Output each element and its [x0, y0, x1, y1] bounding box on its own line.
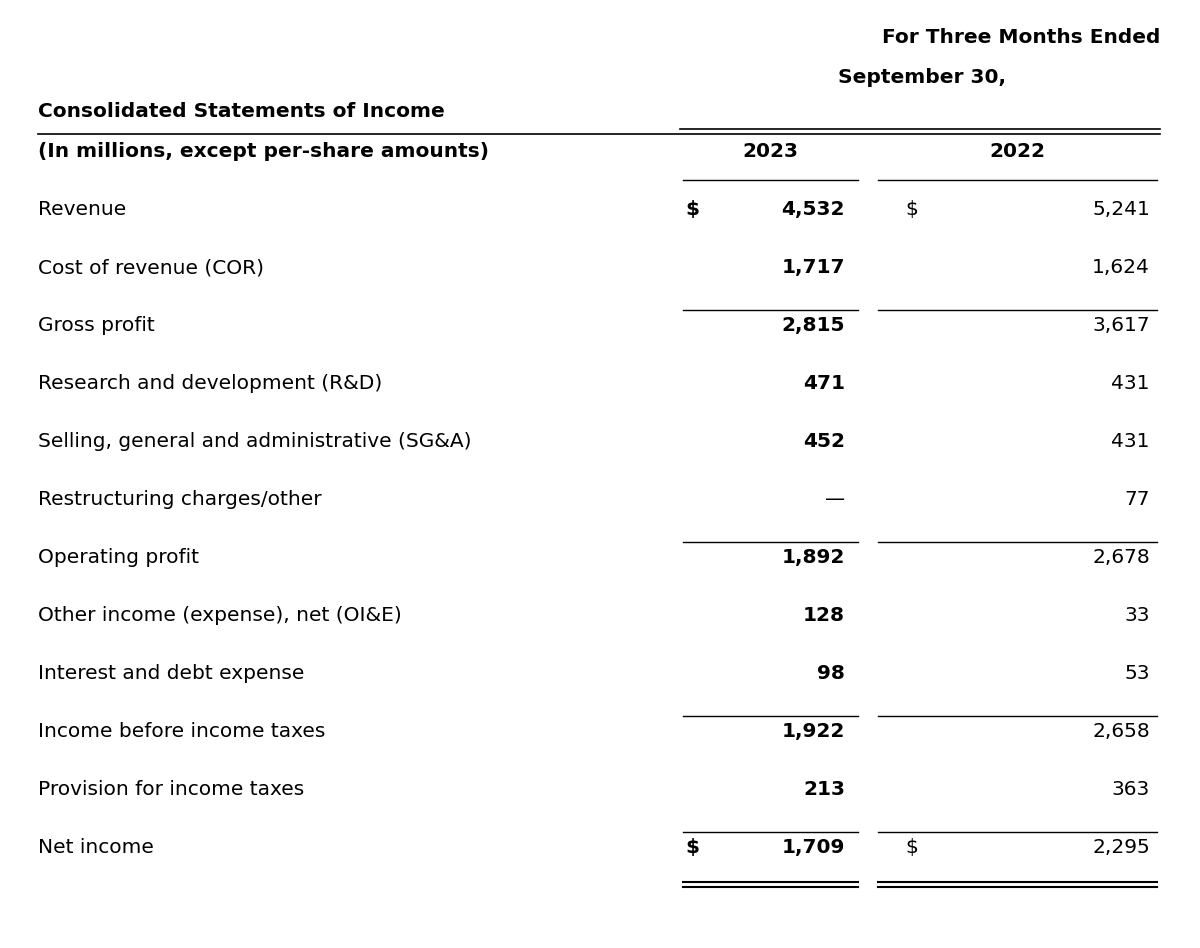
Text: 2,678: 2,678: [1092, 548, 1150, 567]
Text: 1,717: 1,717: [781, 258, 845, 277]
Text: Operating profit: Operating profit: [38, 548, 199, 567]
Text: Net income: Net income: [38, 838, 154, 857]
Text: 1,922: 1,922: [781, 722, 845, 741]
Text: $: $: [905, 838, 918, 857]
Text: Interest and debt expense: Interest and debt expense: [38, 664, 305, 683]
Text: 363: 363: [1111, 780, 1150, 799]
Text: Consolidated Statements of Income: Consolidated Statements of Income: [38, 102, 445, 121]
Text: $: $: [905, 200, 918, 219]
Text: 98: 98: [817, 664, 845, 683]
Text: 431: 431: [1111, 432, 1150, 451]
Text: 2023: 2023: [743, 142, 798, 161]
Text: Cost of revenue (COR): Cost of revenue (COR): [38, 258, 264, 277]
Text: 3,617: 3,617: [1092, 316, 1150, 335]
Text: 2022: 2022: [990, 142, 1045, 161]
Text: 1,892: 1,892: [781, 548, 845, 567]
Text: 53: 53: [1124, 664, 1150, 683]
Text: September 30,: September 30,: [838, 68, 1006, 87]
Text: 33: 33: [1124, 606, 1150, 625]
Text: Selling, general and administrative (SG&A): Selling, general and administrative (SG&…: [38, 432, 472, 451]
Text: $: $: [685, 200, 698, 219]
Text: 471: 471: [803, 374, 845, 393]
Text: Restructuring charges/other: Restructuring charges/other: [38, 490, 322, 509]
Text: 5,241: 5,241: [1092, 200, 1150, 219]
Text: Revenue: Revenue: [38, 200, 126, 219]
Text: 2,815: 2,815: [781, 316, 845, 335]
Text: Research and development (R&D): Research and development (R&D): [38, 374, 383, 393]
Text: —: —: [824, 490, 845, 509]
Text: 2,658: 2,658: [1092, 722, 1150, 741]
Text: $: $: [685, 838, 698, 857]
Text: 2,295: 2,295: [1092, 838, 1150, 857]
Text: (In millions, except per-share amounts): (In millions, except per-share amounts): [38, 142, 490, 161]
Text: 4,532: 4,532: [781, 200, 845, 219]
Text: Income before income taxes: Income before income taxes: [38, 722, 325, 741]
Text: 1,709: 1,709: [781, 838, 845, 857]
Text: 431: 431: [1111, 374, 1150, 393]
Text: Other income (expense), net (OI&E): Other income (expense), net (OI&E): [38, 606, 402, 625]
Text: 77: 77: [1124, 490, 1150, 509]
Text: 213: 213: [803, 780, 845, 799]
Text: 128: 128: [803, 606, 845, 625]
Text: 452: 452: [803, 432, 845, 451]
Text: Gross profit: Gross profit: [38, 316, 155, 335]
Text: Provision for income taxes: Provision for income taxes: [38, 780, 305, 799]
Text: For Three Months Ended: For Three Months Ended: [882, 28, 1160, 47]
Text: 1,624: 1,624: [1092, 258, 1150, 277]
